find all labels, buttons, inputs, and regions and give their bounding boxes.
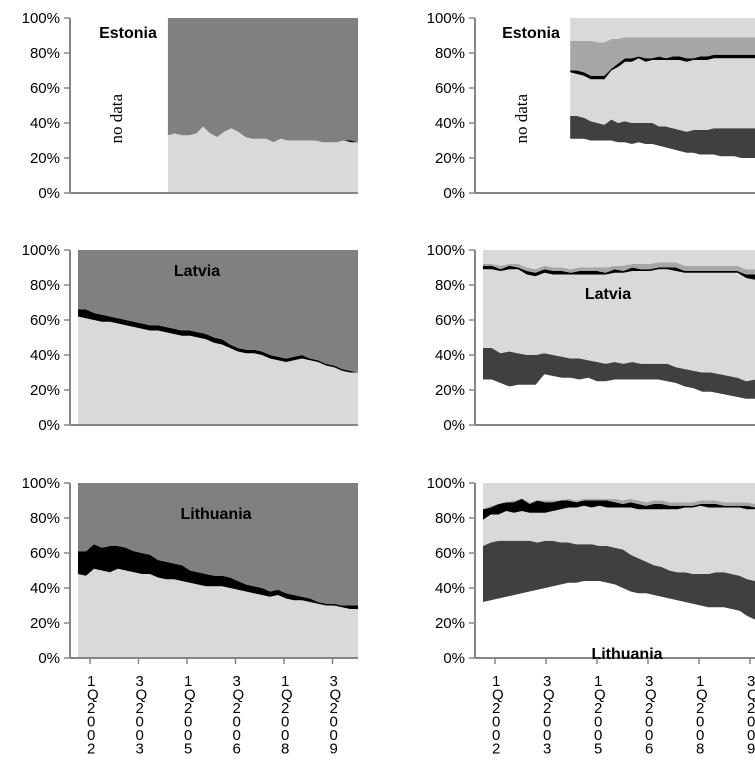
area-layer-3: [78, 250, 358, 373]
y-axis: 100% 80% 60% 40% 20% 0%: [427, 242, 476, 434]
y-tick-label: 20%: [435, 615, 465, 632]
area-layer-5: [483, 262, 755, 275]
area-layer-2: [570, 116, 755, 158]
area-layer-3: [483, 269, 755, 382]
y-tick-label: 40%: [435, 115, 465, 132]
area-layer-6: [483, 250, 755, 270]
y-tick-label: 80%: [30, 45, 60, 62]
y-tick-label: 40%: [30, 580, 60, 597]
no-data-label: no data: [107, 93, 126, 143]
y-tick-label: 0%: [443, 417, 465, 434]
panel-1: no data 100% 80% 60% 40% 20% 0% Estonia: [22, 10, 358, 202]
no-data-region: no data: [70, 18, 167, 193]
y-tick-label: 40%: [30, 347, 60, 364]
panel-title: Lithuania: [591, 646, 662, 663]
area-layer-3: [167, 18, 358, 143]
x-axis-labels: 1 Q 2 0 0 2 3 Q 2 0 0 3 1 Q 2 0 0 5 3 Q 2 0 0 6 1 Q 2 0 0 8 3 Q 2 0 0 9: [492, 658, 755, 758]
x-axis-labels: 1 Q 2 0 0 2 3 Q 2 0 0 3 1 Q 2 0 0 5 3 Q 2 0 0 6 1 Q 2 0 0 8 3 Q 2 0 0 9: [87, 658, 341, 758]
area-layer-3: [483, 505, 755, 581]
area-layer-1: [78, 316, 358, 425]
area-layer-2: [483, 540, 755, 620]
y-axis: 100% 80% 60% 40% 20% 0%: [427, 10, 476, 202]
panel-5: 100% 80% 60% 40% 20% 0% Lithuania: [22, 475, 358, 667]
panel-4: 100% 80% 60% 40% 20% 0% Latvia: [427, 242, 755, 434]
panel-title: Estonia: [502, 25, 560, 42]
y-tick-label: 100%: [22, 10, 60, 27]
y-tick-label: 20%: [435, 382, 465, 399]
panel-title: Latvia: [585, 286, 631, 303]
y-tick-label: 40%: [435, 580, 465, 597]
y-axis: 100% 80% 60% 40% 20% 0%: [22, 242, 71, 434]
area-layer-5: [570, 37, 755, 76]
area-layer-3: [78, 483, 358, 606]
no-data-label: no data: [512, 93, 531, 143]
area-layer-5: [483, 498, 755, 510]
y-tick-label: 80%: [30, 277, 60, 294]
y-tick-label: 40%: [435, 347, 465, 364]
y-tick-label: 100%: [427, 475, 465, 492]
y-tick-label: 100%: [22, 242, 60, 259]
y-tick-label: 20%: [30, 382, 60, 399]
y-tick-label: 0%: [38, 417, 60, 434]
y-tick-label: 100%: [427, 242, 465, 259]
panel-2: no data 100% 80% 60% 40% 20% 0% Estonia: [427, 10, 755, 202]
y-axis: 100% 80% 60% 40% 20% 0%: [427, 475, 476, 667]
y-tick-label: 0%: [38, 650, 60, 667]
area-layer-1: [78, 568, 358, 658]
y-tick-label: 80%: [435, 277, 465, 294]
y-tick-label: 60%: [435, 545, 465, 562]
y-axis: 100% 80% 60% 40% 20% 0%: [22, 10, 71, 202]
y-tick-label: 60%: [30, 545, 60, 562]
panel-title: Estonia: [99, 25, 157, 42]
area-layer-3: [570, 58, 755, 132]
panel-title: Latvia: [174, 263, 220, 280]
y-tick-label: 80%: [435, 45, 465, 62]
y-tick-label: 60%: [30, 312, 60, 329]
y-tick-label: 100%: [22, 475, 60, 492]
area-layer-2: [78, 309, 358, 373]
no-data-region: no data: [475, 18, 570, 193]
area-layer-1: [167, 126, 358, 193]
area-layer-2: [78, 544, 358, 609]
area-layer-6: [483, 483, 755, 510]
y-tick-label: 60%: [435, 80, 465, 97]
panel-3: 100% 80% 60% 40% 20% 0% Latvia: [22, 242, 358, 434]
y-tick-label: 40%: [30, 115, 60, 132]
area-layer-2: [483, 348, 755, 399]
y-tick-label: 80%: [435, 510, 465, 527]
panel-6: 100% 80% 60% 40% 20% 0% Lithuania: [427, 475, 755, 667]
y-tick-label: 20%: [435, 150, 465, 167]
y-tick-label: 60%: [30, 80, 60, 97]
panel-title: Lithuania: [180, 506, 251, 523]
y-tick-label: 0%: [443, 650, 465, 667]
area-layer-4: [483, 265, 755, 280]
y-tick-label: 0%: [443, 185, 465, 202]
y-tick-label: 80%: [30, 510, 60, 527]
y-tick-label: 20%: [30, 615, 60, 632]
area-layer-4: [483, 498, 755, 520]
area-layer-6: [570, 18, 755, 43]
y-axis: 100% 80% 60% 40% 20% 0%: [22, 475, 71, 667]
y-tick-label: 0%: [38, 185, 60, 202]
area-layer-4: [570, 54, 755, 80]
y-tick-label: 100%: [427, 10, 465, 27]
y-tick-label: 60%: [435, 312, 465, 329]
y-tick-label: 20%: [30, 150, 60, 167]
